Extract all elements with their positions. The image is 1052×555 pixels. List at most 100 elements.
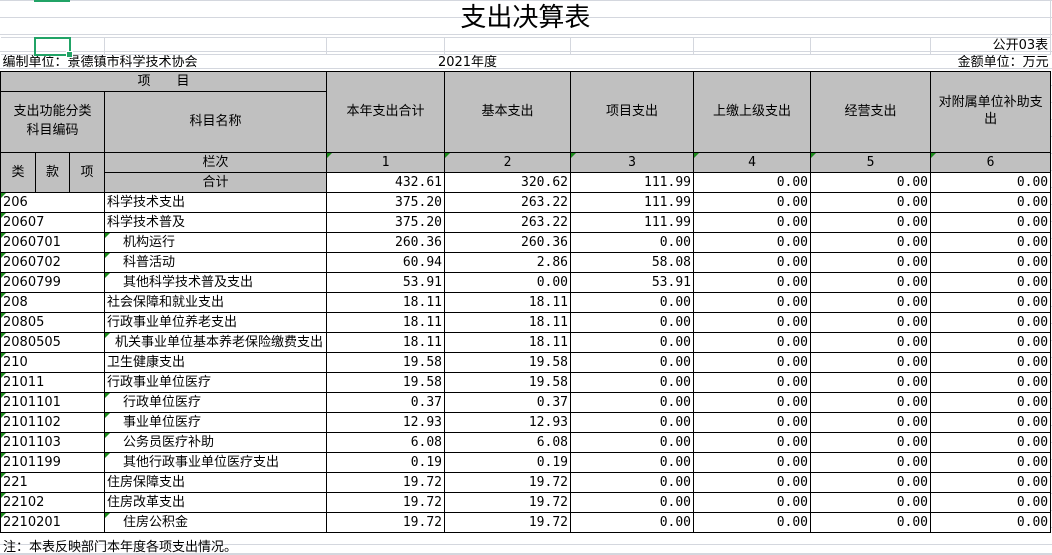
row-name[interactable]: 卫生健康支出 [104,351,327,373]
row-code[interactable]: 206 [0,191,105,213]
row-code[interactable]: 2101199 [0,451,105,473]
row-value-col-6[interactable]: 0.00 [929,471,1052,493]
row-value-col-5[interactable]: 0.00 [810,491,931,513]
row-code[interactable]: 20607 [0,211,105,233]
row-value-col-5[interactable]: 0.00 [810,271,931,293]
row-value-col-4[interactable]: 0.00 [693,271,811,293]
row-value-col-3[interactable]: 0.00 [570,291,694,313]
row-name[interactable]: 行政事业单位医疗 [104,371,327,393]
row-name[interactable]: 住房公积金 [104,511,327,533]
row-value-col-6[interactable]: 0.00 [929,231,1052,253]
row-value-col-4[interactable]: 0.00 [693,511,811,533]
row-value-col-5[interactable]: 0.00 [810,311,931,333]
row-value-col-5[interactable]: 0.00 [810,211,931,233]
row-name[interactable]: 科普活动 [104,251,327,273]
row-value-col-2[interactable]: 12.93 [444,411,571,433]
row-value-col-3[interactable]: 0.00 [570,511,694,533]
row-value-col-6[interactable]: 0.00 [929,451,1052,473]
row-value-col-3[interactable]: 0.00 [570,351,694,373]
row-name[interactable]: 行政事业单位养老支出 [104,311,327,333]
row-code[interactable]: 2101102 [0,411,105,433]
row-name[interactable]: 机构运行 [104,231,327,253]
row-value-col-2[interactable]: 19.58 [444,371,571,393]
row-code[interactable]: 208 [0,291,105,313]
row-value-col-1[interactable]: 18.11 [326,311,445,333]
row-value-col-3[interactable]: 0.00 [570,451,694,473]
row-value-col-2[interactable]: 19.58 [444,351,571,373]
row-code[interactable]: 20805 [0,311,105,333]
row-value-col-1[interactable]: 260.36 [326,231,445,253]
row-value-col-5[interactable]: 0.00 [810,471,931,493]
row-value-col-5[interactable]: 0.00 [810,351,931,373]
row-value-col-4[interactable]: 0.00 [693,191,811,213]
row-value-col-5[interactable]: 0.00 [810,511,931,533]
row-value-col-4[interactable]: 0.00 [693,451,811,473]
row-value-col-5[interactable]: 0.00 [810,411,931,433]
row-value-col-1[interactable]: 60.94 [326,251,445,273]
row-value-col-2[interactable]: 18.11 [444,331,571,353]
row-value-col-1[interactable]: 53.91 [326,271,445,293]
row-name[interactable]: 科学技术支出 [104,191,327,213]
row-value-col-4[interactable]: 0.00 [693,371,811,393]
row-value-col-3[interactable]: 0.00 [570,391,694,413]
row-value-col-2[interactable]: 0.37 [444,391,571,413]
row-value-col-4[interactable]: 0.00 [693,311,811,333]
row-value-col-3[interactable]: 111.99 [570,191,694,213]
row-value-col-3[interactable]: 0.00 [570,231,694,253]
row-code[interactable]: 221 [0,471,105,493]
selected-cell[interactable] [34,37,73,58]
row-value-col-2[interactable]: 263.22 [444,191,571,213]
row-value-col-3[interactable]: 0.00 [570,431,694,453]
row-value-col-4[interactable]: 0.00 [693,431,811,453]
row-value-col-6[interactable]: 0.00 [929,511,1052,533]
row-value-col-6[interactable]: 0.00 [929,211,1052,233]
row-value-col-4[interactable]: 0.00 [693,291,811,313]
row-value-col-4[interactable]: 0.00 [693,391,811,413]
row-value-col-1[interactable]: 19.58 [326,371,445,393]
row-value-col-1[interactable]: 19.72 [326,471,445,493]
row-value-col-1[interactable]: 375.20 [326,211,445,233]
row-name[interactable]: 科学技术普及 [104,211,327,233]
row-value-col-4[interactable]: 0.00 [693,411,811,433]
row-value-col-6[interactable]: 0.00 [929,391,1052,413]
row-value-col-4[interactable]: 0.00 [693,211,811,233]
row-value-col-3[interactable]: 0.00 [570,371,694,393]
total-value-3[interactable]: 111.99 [570,171,694,193]
row-value-col-2[interactable]: 263.22 [444,211,571,233]
row-value-col-2[interactable]: 0.00 [444,271,571,293]
row-value-col-5[interactable]: 0.00 [810,451,931,473]
row-value-col-6[interactable]: 0.00 [929,271,1052,293]
row-value-col-6[interactable]: 0.00 [929,411,1052,433]
row-value-col-1[interactable]: 0.19 [326,451,445,473]
row-code[interactable]: 2060702 [0,251,105,273]
row-value-col-3[interactable]: 0.00 [570,411,694,433]
row-name[interactable]: 公务员医疗补助 [104,431,327,453]
row-name[interactable]: 事业单位医疗 [104,411,327,433]
row-value-col-6[interactable]: 0.00 [929,431,1052,453]
row-value-col-5[interactable]: 0.00 [810,371,931,393]
row-value-col-6[interactable]: 0.00 [929,311,1052,333]
row-value-col-3[interactable]: 0.00 [570,311,694,333]
row-code[interactable]: 2060701 [0,231,105,253]
total-value-5[interactable]: 0.00 [810,171,931,193]
row-value-col-3[interactable]: 111.99 [570,211,694,233]
row-code[interactable]: 2210201 [0,511,105,533]
row-value-col-3[interactable]: 0.00 [570,471,694,493]
row-value-col-6[interactable]: 0.00 [929,351,1052,373]
row-value-col-4[interactable]: 0.00 [693,351,811,373]
row-value-col-5[interactable]: 0.00 [810,291,931,313]
row-value-col-5[interactable]: 0.00 [810,331,931,353]
row-value-col-2[interactable]: 19.72 [444,511,571,533]
row-value-col-5[interactable]: 0.00 [810,251,931,273]
total-value-2[interactable]: 320.62 [444,171,571,193]
row-name[interactable]: 机关事业单位基本养老保险缴费支出 [104,331,327,353]
row-value-col-2[interactable]: 19.72 [444,471,571,493]
row-name[interactable]: 社会保障和就业支出 [104,291,327,313]
row-name[interactable]: 住房改革支出 [104,491,327,513]
row-value-col-6[interactable]: 0.00 [929,291,1052,313]
row-value-col-6[interactable]: 0.00 [929,191,1052,213]
row-value-col-6[interactable]: 0.00 [929,371,1052,393]
total-value-6[interactable]: 0.00 [929,171,1052,193]
row-code[interactable]: 2080505 [0,331,105,353]
row-value-col-3[interactable]: 0.00 [570,491,694,513]
